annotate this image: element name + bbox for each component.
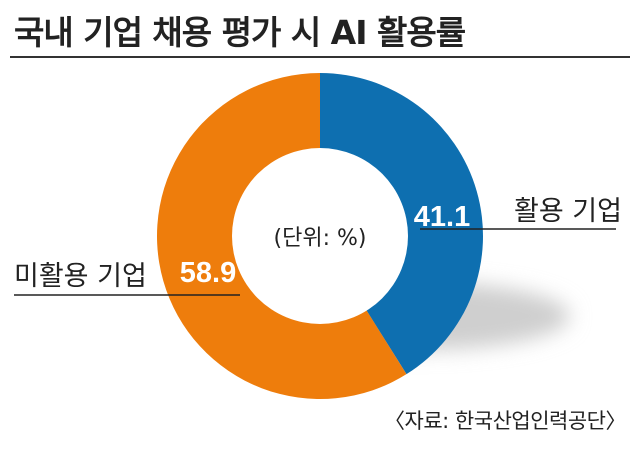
value-label-used: 41.1 bbox=[414, 201, 470, 233]
chart-title: 국내 기업 채용 평가 시 AI 활용률 bbox=[14, 13, 466, 52]
category-label-used: 활용 기업 bbox=[514, 196, 622, 227]
category-label-unused: 미활용 기업 bbox=[14, 261, 147, 292]
source-note: 〈자료: 한국산업인력공단〉 bbox=[384, 409, 626, 433]
unit-label: (단위: %) bbox=[274, 226, 367, 251]
donut-hole bbox=[232, 148, 408, 324]
value-label-unused: 58.9 bbox=[180, 257, 236, 289]
title-divider bbox=[10, 56, 630, 58]
